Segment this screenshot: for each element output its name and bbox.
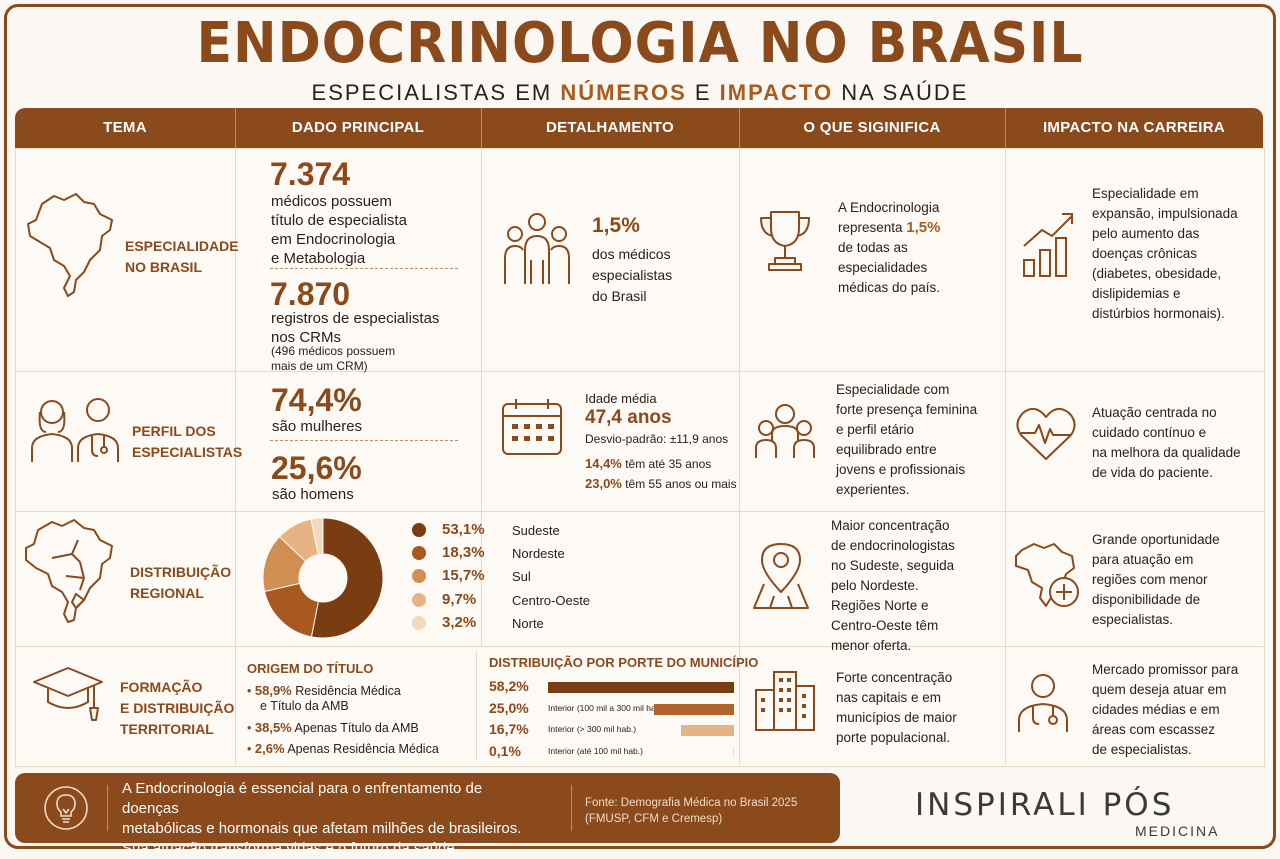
page-frame <box>4 4 1276 849</box>
footer-message: A Endocrinologia é essencial para o enfr… <box>122 780 522 857</box>
footer-source: Fonte: Demografia Médica no Brasil 2025(… <box>585 797 798 825</box>
brand-subtitle: MEDICINA <box>1135 823 1220 839</box>
row4-significa: Forte concentração nas capitais e em munic… <box>836 670 957 745</box>
header-tema: TEMA <box>103 119 147 136</box>
row1-stat-specialists-text: médicos possuem título de especialista em … <box>271 193 407 267</box>
row2-tema: PERFIL DOS ESPECIALISTAS <box>132 423 243 460</box>
legend-label: Sul <box>512 569 531 585</box>
porte-label: Interior (até 100 mil hab.) <box>548 745 643 756</box>
porte-bar <box>680 725 734 736</box>
row2-significa: Especialidade com forte presença feminina… <box>836 382 978 497</box>
legend-dot <box>412 615 426 630</box>
location-pin-map-icon <box>750 540 812 612</box>
page-title: ENDOCRINOLOGIA NO BRASIL <box>196 11 1084 76</box>
header-detalhamento: DETALHAMENTO <box>545 119 675 136</box>
origem-item: • 38,5% Apenas Título da AMB <box>247 720 419 735</box>
row2-stat-mulheres: 74,4% <box>271 382 362 418</box>
row1-stat-registros-text: registros de especialistas nos CRMs <box>271 310 440 346</box>
legend-value: 18,3% <box>442 544 485 562</box>
row3-tema: DISTRIBUIÇÃO REGIONAL <box>130 564 232 601</box>
origem-item: • 58,9% Residência Médica e Título da AM… <box>247 683 401 713</box>
legend-value: 15,7% <box>442 567 485 585</box>
legend-label: Centro-Oeste <box>512 592 591 608</box>
row3-significa: Maior concentração de endocrinologistas no… <box>831 518 955 653</box>
row1-det-text: dos médicos especialistas do Brasil <box>592 246 673 304</box>
row2-det-line1: 14,4% têm até 35 anos <box>585 456 712 471</box>
legend-value: 9,7% <box>442 590 477 608</box>
table-header: TEMA DADO PRINCIPAL DETALHAMENTO O QUE S… <box>15 108 1263 148</box>
legend-label: Norte <box>512 615 544 631</box>
row3-impacto: Grande oportunidade para atuação em regiõe… <box>1092 532 1220 627</box>
brazil-regions-map-icon <box>22 516 118 624</box>
row1-det-pct: 1,5% <box>592 214 640 237</box>
trophy-icon <box>757 208 813 274</box>
row1-stat-registros: 7.870 <box>270 276 351 312</box>
porte-label: Interior (> 300 mil hab.) <box>548 724 637 734</box>
row2-det-age: 47,4 anos <box>585 407 672 428</box>
page-subtitle: ESPECIALISTAS EM NÚMEROS E IMPACTO NA SA… <box>311 80 969 105</box>
row2-impacto: Atuação centrada no cuidado contínuo e na … <box>1092 405 1241 480</box>
row1-registros-note: (496 médicos possuem mais de um CRM) <box>271 344 396 373</box>
origem-item: • 2,6% Apenas Residência Médica <box>247 741 439 756</box>
porte-value: 58,2% <box>489 678 529 694</box>
legend-value: 3,2% <box>442 613 477 631</box>
porte-bar <box>654 703 734 715</box>
row1-stat-specialists: 7.374 <box>270 156 351 192</box>
regional-donut-chart <box>260 515 386 641</box>
header-impacto: IMPACTO NA CARREIRA <box>1042 119 1226 136</box>
origem-title: ORIGEM DO TÍTULO <box>247 661 374 676</box>
porte-value: 25,0% <box>489 699 529 716</box>
people-group-icon <box>503 210 571 286</box>
team-icon <box>754 400 816 460</box>
graduation-cap-icon <box>32 662 104 726</box>
footer-banner: A Endocrinologia é essencial para o enfr… <box>15 773 840 857</box>
growth-chart-icon <box>1020 208 1078 280</box>
lightbulb-icon <box>43 785 89 831</box>
legend-label: Nordeste <box>512 546 565 562</box>
row2-stat-mulheres-text: são mulheres <box>272 418 363 435</box>
donut-slice-norte <box>310 517 324 556</box>
row1-tema: ESPECIALIDADE NO BRASIL <box>125 238 239 275</box>
doctors-icon <box>28 392 124 464</box>
row1-significa: A Endocrinologia representa 1,5% de toda… <box>838 200 941 295</box>
row2-det-line2: 23,0% têm 55 anos ou mais <box>585 476 737 491</box>
row2-det-label: Idade média <box>585 391 657 406</box>
porte-label: Interior (100 mil a 300 mil hab.) <box>548 702 666 713</box>
porte-title: DISTRIBUIÇÃO POR PORTE DO MUNICÍPIO <box>489 655 759 670</box>
row2-det-dev: Desvio-padrão: ±11,9 anos <box>585 432 729 446</box>
legend-label: Sudeste <box>512 523 560 538</box>
row4-tema: FORMAÇÃO E DISTRIBUIÇÃO TERRITORIAL <box>120 679 235 737</box>
legend-value: 53,1% <box>442 521 485 538</box>
porte-value: 16,7% <box>489 721 529 737</box>
row1-impacto: Especialidade em expansão, impulsionada pe… <box>1092 186 1238 321</box>
brazil-map-icon <box>24 190 116 300</box>
legend-dot <box>412 523 426 537</box>
legend-dot <box>412 569 426 584</box>
calendar-icon <box>500 396 564 458</box>
porte-bar <box>732 746 734 758</box>
row2-stat-homens-text: são homens <box>272 486 354 503</box>
row4-impacto: Mercado promissor para quem deseja atuar … <box>1092 662 1239 757</box>
row2-stat-homens: 25,6% <box>271 450 362 486</box>
legend-dot <box>412 546 426 561</box>
donut-slice-nordeste <box>263 582 319 638</box>
buildings-icon <box>752 668 818 732</box>
doctor-stethoscope-icon <box>1015 672 1071 734</box>
brand-logo: INSPIRALI PÓS <box>915 787 1175 823</box>
porte-value: 0,1% <box>489 742 521 759</box>
legend-dot <box>412 592 426 607</box>
header-dado: DADO PRINCIPAL <box>291 119 425 136</box>
heart-pulse-icon <box>1015 405 1077 463</box>
header-significa: O QUE SIGINIFICA <box>803 119 941 136</box>
donut-slice-sudeste <box>310 517 384 639</box>
map-plus-icon <box>1012 540 1084 614</box>
porte-bar <box>548 682 734 693</box>
